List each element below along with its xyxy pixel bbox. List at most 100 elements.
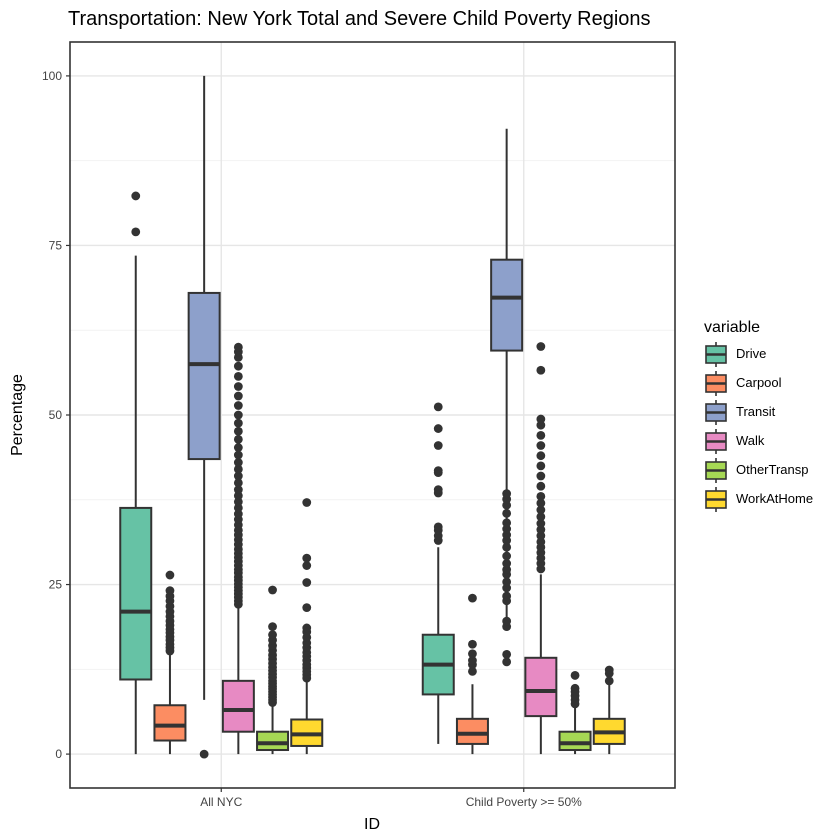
- box-iqr: [558, 730, 592, 752]
- box-transit-1: [490, 128, 524, 667]
- outlier-point: [502, 530, 512, 540]
- outlier-point: [536, 519, 546, 528]
- outlier-point: [536, 471, 546, 481]
- box-iqr: [119, 506, 153, 681]
- box-iqr: [256, 730, 290, 752]
- legend-label: Carpool: [736, 375, 782, 390]
- outlier-point: [468, 666, 477, 676]
- box-carpool-1: [455, 593, 489, 755]
- outlier-point: [233, 485, 243, 494]
- outlier-point: [165, 570, 175, 580]
- outlier-point: [268, 630, 277, 640]
- outlier-point: [199, 749, 209, 759]
- outlier-point: [302, 578, 312, 587]
- y-tick-label: 100: [42, 69, 62, 83]
- box-iqr: [153, 704, 187, 742]
- outlier-point: [502, 542, 512, 552]
- chart-title: Transportation: New York Total and Sever…: [68, 8, 651, 30]
- box-workathome-0: [290, 498, 324, 755]
- outlier-point: [536, 365, 546, 375]
- legend-item-drive: Drive: [705, 342, 766, 367]
- outlier-point: [536, 441, 546, 450]
- outlier-point: [468, 649, 477, 659]
- outlier-point: [233, 464, 243, 474]
- y-axis-label: Percentage: [9, 374, 26, 456]
- outlier-point: [131, 227, 141, 237]
- legend-label: Drive: [736, 346, 766, 361]
- x-tick-label: All NYC: [200, 795, 242, 809]
- box-transit-0: [187, 75, 221, 759]
- legend: Drive Carpool Transit Walk OtherTransp WorkAt…: [705, 342, 813, 512]
- plot-area: 0 25 50 75 100 All NYC Child Poverty >= 50%: [42, 41, 676, 809]
- outlier-point: [165, 586, 175, 596]
- outlier-point: [233, 450, 243, 460]
- outlier-point: [604, 676, 614, 686]
- outlier-point: [233, 491, 243, 501]
- x-axis-label: ID: [364, 816, 380, 833]
- outlier-point: [536, 430, 546, 440]
- box-iqr: [490, 258, 524, 352]
- outlier-point: [536, 512, 546, 522]
- legend-label: Walk: [736, 433, 765, 448]
- outlier-point: [233, 391, 243, 401]
- outlier-point: [536, 342, 546, 351]
- outlier-point: [233, 458, 243, 467]
- outlier-point: [536, 481, 546, 491]
- outlier-point: [502, 500, 512, 510]
- outlier-point: [302, 561, 312, 570]
- outlier-point: [433, 441, 443, 450]
- legend-label: WorkAtHome: [736, 491, 813, 506]
- outlier-point: [502, 551, 512, 561]
- box-othertransp-1: [558, 671, 592, 755]
- outlier-point: [502, 591, 512, 601]
- outlier-point: [233, 503, 243, 513]
- outlier-point: [604, 665, 614, 675]
- box-drive-1: [421, 402, 455, 744]
- outlier-point: [131, 191, 141, 201]
- outlier-point: [536, 461, 546, 471]
- outlier-point: [233, 509, 243, 519]
- outlier-point: [433, 424, 443, 433]
- outlier-point: [502, 565, 512, 575]
- outlier-point: [502, 577, 512, 587]
- outlier-point: [233, 371, 243, 381]
- outlier-point: [233, 471, 243, 481]
- outlier-point: [536, 505, 546, 515]
- legend-title: variable: [704, 319, 760, 336]
- x-tick-label: Child Poverty >= 50%: [466, 795, 582, 809]
- outlier-point: [302, 498, 312, 507]
- outlier-point: [502, 616, 512, 626]
- outlier-point: [502, 583, 512, 593]
- box-carpool-0: [153, 570, 187, 755]
- outlier-point: [302, 553, 312, 563]
- legend-label: OtherTransp: [736, 462, 809, 477]
- outlier-point: [502, 489, 512, 499]
- outlier-point: [536, 531, 546, 541]
- outlier-point: [536, 451, 546, 461]
- outlier-point: [536, 525, 546, 535]
- outlier-point: [233, 443, 243, 452]
- outlier-point: [502, 524, 512, 534]
- outlier-point: [570, 683, 580, 693]
- box-iqr: [187, 291, 221, 461]
- outlier-point: [536, 491, 546, 501]
- outlier-point: [268, 622, 277, 631]
- outlier-point: [233, 382, 243, 391]
- outlier-point: [502, 508, 512, 518]
- legend-item-workathome: WorkAtHome: [705, 487, 813, 512]
- y-tick-label: 25: [49, 578, 63, 592]
- box-walk-0: [221, 342, 255, 755]
- box-workathome-1: [592, 665, 626, 755]
- legend-item-transit: Transit: [705, 400, 776, 425]
- outlier-point: [233, 478, 243, 488]
- y-tick-label: 0: [55, 747, 62, 761]
- outlier-point: [302, 603, 312, 613]
- outlier-point: [536, 498, 546, 508]
- outlier-point: [536, 537, 546, 547]
- outlier-point: [433, 522, 443, 532]
- outlier-point: [233, 410, 243, 420]
- outlier-point: [233, 342, 243, 352]
- outlier-point: [468, 656, 477, 665]
